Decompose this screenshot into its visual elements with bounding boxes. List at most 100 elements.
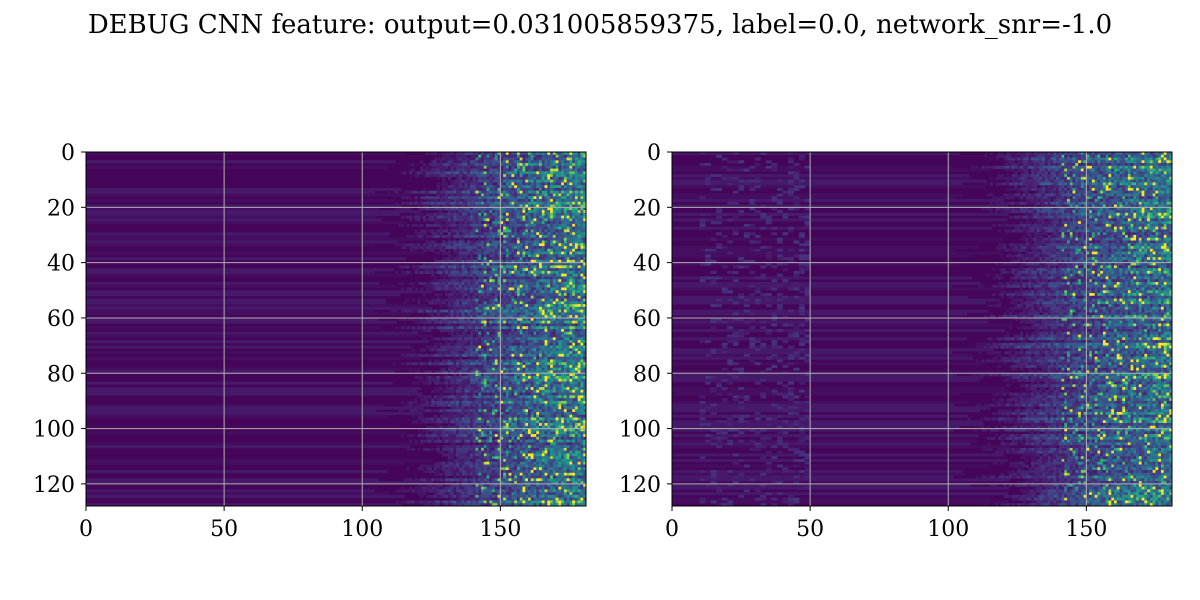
heatmap-cell bbox=[583, 337, 586, 341]
heatmap-cell bbox=[583, 163, 586, 167]
heatmap-cell bbox=[530, 284, 534, 288]
heatmap-cell bbox=[458, 384, 462, 388]
heatmap-cell bbox=[544, 359, 548, 363]
heatmap-cell bbox=[403, 326, 407, 330]
heatmap-cell bbox=[428, 215, 432, 219]
heatmap-cell bbox=[497, 154, 501, 158]
heatmap-cell bbox=[536, 171, 540, 175]
heatmap-cell bbox=[516, 237, 521, 241]
heatmap-cell bbox=[461, 378, 465, 382]
heatmap-cell bbox=[464, 362, 468, 366]
heatmap-cell bbox=[481, 160, 485, 164]
heatmap-cell bbox=[481, 362, 485, 366]
heatmap-cell bbox=[467, 312, 471, 316]
heatmap-cell bbox=[456, 364, 460, 369]
heatmap-cell bbox=[511, 174, 515, 178]
heatmap-cell bbox=[447, 293, 451, 297]
heatmap-cell bbox=[569, 174, 573, 178]
heatmap-band bbox=[86, 273, 411, 277]
heatmap-cell bbox=[522, 199, 526, 203]
heatmap-cell bbox=[475, 199, 479, 203]
heatmap-cell bbox=[503, 248, 507, 252]
heatmap-cell bbox=[500, 259, 504, 263]
heatmap-cell bbox=[547, 182, 551, 186]
heatmap-cell bbox=[563, 201, 567, 205]
heatmap-cell bbox=[514, 265, 518, 269]
heatmap-cell bbox=[541, 376, 545, 380]
heatmap-cell bbox=[539, 204, 543, 208]
heatmap-cell bbox=[489, 309, 493, 313]
heatmap-cell bbox=[516, 331, 521, 335]
heatmap-cell bbox=[569, 293, 573, 297]
heatmap-cell bbox=[527, 387, 532, 391]
heatmap-cell bbox=[442, 199, 446, 203]
heatmap-cell bbox=[458, 334, 462, 338]
heatmap-cell bbox=[555, 171, 559, 175]
heatmap-cell bbox=[503, 157, 507, 161]
heatmap-cell bbox=[583, 373, 586, 377]
heatmap-cell bbox=[467, 218, 471, 222]
heatmap-cell bbox=[497, 163, 501, 167]
heatmap-cell bbox=[569, 199, 573, 203]
heatmap-cell bbox=[508, 359, 512, 363]
heatmap-cell bbox=[580, 171, 584, 175]
heatmap-cell bbox=[539, 248, 543, 252]
heatmap-cell bbox=[450, 226, 454, 230]
heatmap-cell bbox=[563, 290, 567, 294]
heatmap-cell bbox=[566, 276, 570, 280]
heatmap-cell bbox=[539, 218, 543, 222]
heatmap-cell bbox=[503, 320, 507, 324]
heatmap-cell bbox=[541, 179, 545, 183]
heatmap-cell bbox=[500, 290, 504, 294]
heatmap-cell bbox=[500, 273, 504, 277]
heatmap-cell bbox=[522, 154, 526, 158]
heatmap-cell bbox=[550, 215, 554, 219]
heatmap-cell bbox=[428, 243, 432, 247]
heatmap-cell bbox=[536, 251, 540, 255]
heatmap-cell bbox=[522, 243, 526, 247]
heatmap-cell bbox=[464, 243, 468, 247]
heatmap-cell bbox=[541, 190, 545, 194]
heatmap-cell bbox=[436, 370, 440, 374]
heatmap-cell bbox=[447, 268, 451, 272]
heatmap-cell bbox=[450, 376, 454, 380]
heatmap-cell bbox=[494, 207, 498, 211]
heatmap-cell bbox=[472, 284, 476, 288]
heatmap-cell bbox=[472, 298, 476, 302]
heatmap-cell bbox=[530, 317, 534, 322]
heatmap-cell bbox=[464, 340, 468, 344]
heatmap-cell bbox=[483, 315, 487, 319]
heatmap-cell bbox=[458, 351, 462, 355]
heatmap-cell bbox=[481, 304, 485, 308]
heatmap-cell bbox=[486, 163, 490, 167]
heatmap-cell bbox=[494, 240, 498, 244]
heatmap-cell bbox=[555, 240, 559, 244]
heatmap-cell bbox=[580, 176, 584, 180]
heatmap-cell bbox=[420, 223, 424, 227]
heatmap-cell bbox=[544, 362, 548, 366]
heatmap-cell bbox=[456, 248, 460, 252]
heatmap-cell bbox=[508, 229, 512, 233]
heatmap-cell bbox=[552, 312, 556, 316]
heatmap-cell bbox=[450, 262, 454, 266]
heatmap-cell bbox=[566, 293, 570, 297]
heatmap-cell bbox=[489, 223, 493, 227]
heatmap-cell bbox=[481, 179, 485, 183]
heatmap-cell bbox=[453, 237, 457, 241]
heatmap-cell bbox=[492, 320, 496, 324]
heatmap-cell bbox=[497, 221, 501, 225]
heatmap-cell bbox=[486, 174, 490, 178]
heatmap-cell bbox=[420, 281, 424, 286]
heatmap-cell bbox=[530, 248, 534, 252]
heatmap-cell bbox=[442, 168, 446, 172]
heatmap-cell bbox=[503, 364, 507, 369]
heatmap-cell bbox=[527, 210, 532, 214]
heatmap-cell bbox=[536, 312, 540, 316]
heatmap-cell bbox=[561, 351, 565, 355]
heatmap-cell bbox=[481, 281, 485, 286]
heatmap-cell bbox=[574, 152, 579, 156]
heatmap-cell bbox=[406, 309, 410, 313]
heatmap-cell bbox=[550, 190, 554, 194]
heatmap-cell bbox=[583, 193, 586, 197]
heatmap-cell bbox=[503, 276, 507, 280]
